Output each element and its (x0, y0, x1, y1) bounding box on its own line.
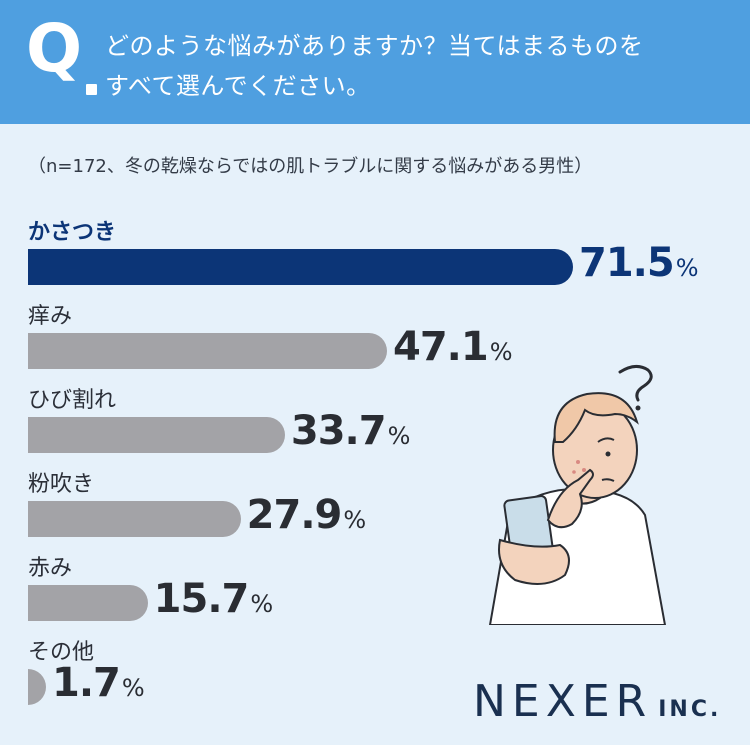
value-unit: % (121, 674, 145, 702)
value-number: 71.5 (579, 240, 675, 286)
category-label: 赤み (28, 556, 73, 581)
logo-suffix: INC. (658, 697, 722, 722)
worried-man-illustration (488, 365, 667, 625)
bar (28, 333, 387, 369)
question-header: Q どのような悩みがありますか？当てはまるものを すべて選んでください。 (0, 0, 750, 124)
bar (28, 585, 148, 621)
question-line-1: どのような悩みがありますか？当てはまるものを (105, 32, 644, 60)
category-label: 痒み (28, 304, 73, 329)
nexer-logo: NEXER INC. (473, 676, 721, 727)
q-mark: Q (26, 10, 83, 87)
category-label: 粉吹き (28, 472, 95, 497)
value-label: 1.7% (52, 660, 145, 706)
value-number: 15.7 (153, 576, 250, 622)
bar (28, 501, 241, 537)
value-unit: % (489, 338, 513, 366)
sample-note: （n=172、冬の乾燥ならではの肌トラブルに関する悩みがある男性） (28, 156, 593, 177)
question-text: どのような悩みがありますか？当てはまるものを すべて選んでください。 (105, 26, 735, 106)
value-number: 1.7 (52, 660, 121, 706)
value-unit: % (250, 590, 274, 618)
logo-main: NEXER (473, 676, 653, 727)
value-unit: % (387, 422, 411, 450)
value-number: 47.1 (393, 324, 489, 370)
question-line-2: すべて選んでください。 (105, 72, 371, 100)
q-dot (86, 84, 97, 95)
value-label: 27.9% (247, 492, 367, 538)
bar (28, 417, 285, 453)
bar (28, 669, 46, 705)
category-label: その他 (28, 640, 95, 665)
value-label: 47.1% (393, 324, 513, 370)
value-label: 33.7% (291, 408, 411, 454)
category-label: かさつき (28, 220, 117, 245)
bar (28, 249, 573, 285)
value-unit: % (343, 506, 367, 534)
category-label: ひび割れ (28, 388, 117, 413)
value-number: 33.7 (290, 408, 387, 454)
value-unit: % (675, 254, 699, 282)
value-number: 27.9 (246, 492, 343, 538)
value-label: 15.7% (154, 576, 274, 622)
value-label: 71.5% (579, 240, 699, 286)
